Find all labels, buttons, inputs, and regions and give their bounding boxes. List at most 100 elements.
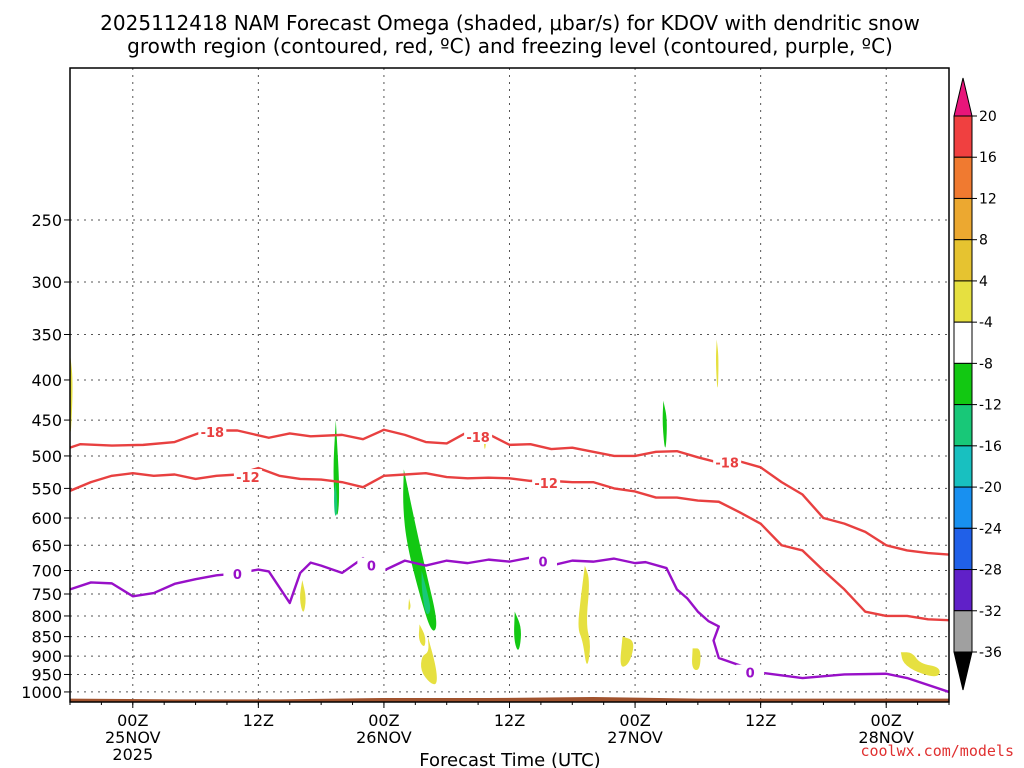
colorbar-label: -32 (979, 604, 1002, 620)
colorbar-bin (953, 115, 973, 158)
x-tick-label: 00Z (117, 711, 148, 730)
omega-shaded-area (403, 469, 437, 631)
y-tick-label: 800 (31, 607, 62, 626)
contour-label-bg (223, 565, 252, 581)
colorbar-label: -28 (979, 563, 1002, 579)
colorbar-top-arrow (953, 77, 973, 117)
y-tick-label: 900 (31, 647, 62, 666)
y-tick-label: 500 (31, 447, 62, 466)
contour-label: -18 (466, 431, 490, 446)
x-tick-label: 00Z (368, 711, 399, 730)
colorbar-label: -12 (979, 398, 1002, 414)
omega-shaded-area (421, 570, 431, 615)
contour-label: 0 (233, 568, 242, 583)
colorbar-label: -4 (979, 315, 993, 331)
x-tick-label: 27NOV (607, 728, 663, 747)
omega-shaded-area (662, 400, 667, 448)
chart-title-line1: 2025112418 NAM Forecast Omega (shaded, μ… (100, 11, 920, 35)
y-axis-ticks: 2503003504004505005506006507007508008509… (21, 211, 70, 702)
contour-label: -18 (201, 426, 225, 441)
colorbar-label: 4 (979, 274, 988, 290)
omega-shaded-area (418, 624, 426, 647)
contour-label-bg (528, 553, 557, 569)
colorbar-label: -24 (979, 521, 1002, 537)
colorbar-label: 12 (979, 191, 997, 207)
colorbar-bin (953, 321, 973, 364)
omega-shaded-area (692, 648, 701, 671)
chart-title-line2: growth region (contoured, red, ºC) and f… (127, 34, 893, 58)
x-tick-label: 12Z (494, 711, 525, 730)
contour-label-bg (532, 474, 561, 490)
y-tick-label: 700 (31, 561, 62, 580)
x-tick-label: 26NOV (356, 728, 412, 747)
omega-shaded-area (300, 580, 306, 612)
omega-shaded-area (578, 565, 590, 664)
colorbar-bin (953, 156, 973, 199)
x-axis-label: Forecast Time (UTC) (419, 750, 600, 768)
y-tick-label: 400 (31, 371, 62, 390)
contour-label-bg (713, 454, 742, 470)
contour-line--12 (70, 466, 949, 622)
x-tick-label: 2025 (112, 745, 153, 764)
y-tick-label: 950 (31, 665, 62, 684)
contour-label: 0 (538, 556, 547, 571)
contour-label-bg (233, 469, 262, 485)
omega-shaded-area (715, 339, 719, 388)
contour-label: -18 (715, 457, 739, 472)
colorbar-label: -16 (979, 439, 1002, 455)
colorbar-label: -20 (979, 480, 1002, 496)
colorbar-label: -8 (979, 356, 993, 372)
x-tick-label: 00Z (619, 711, 650, 730)
colorbar-bin (953, 404, 973, 447)
contour-label: -12 (534, 477, 558, 492)
colorbar-bin (953, 569, 973, 612)
y-tick-label: 850 (31, 628, 62, 647)
contour-label-bg (736, 664, 765, 680)
contour-label-bg (198, 423, 227, 439)
omega-shaded-area (408, 598, 411, 611)
colorbar-bin (953, 280, 973, 323)
colorbar-bottom-arrow (953, 651, 973, 691)
colorbar-label: 16 (979, 150, 997, 166)
omega-shaded-area (421, 636, 437, 685)
omega-shaded-area (900, 652, 940, 677)
y-tick-label: 450 (31, 411, 62, 430)
colorbar-bin (953, 445, 973, 488)
colorbar-label: -36 (979, 645, 1002, 661)
x-tick-label: 00Z (871, 711, 902, 730)
contour-label-bg (357, 557, 386, 573)
contour-line--18 (70, 428, 949, 556)
colorbar-bin (953, 527, 973, 571)
contour-label-bg (464, 429, 493, 445)
grid-lines (70, 68, 949, 702)
x-tick-label: 12Z (243, 711, 274, 730)
omega-shaded-area (620, 636, 634, 667)
omega-shading (70, 339, 940, 685)
colorbar: 20 16 12 8 4 -4 -8 -12 -16 -20 -24 -28 -32 -36 (953, 77, 1002, 691)
colorbar-label: 8 (979, 233, 988, 249)
colorbar-label: 20 (979, 109, 997, 125)
colorbar-bin (953, 610, 973, 653)
y-tick-label: 300 (31, 273, 62, 292)
y-tick-label: 600 (31, 509, 62, 528)
y-tick-label: 550 (31, 479, 62, 498)
contour-label: 0 (367, 560, 376, 575)
y-tick-label: 1000 (21, 683, 62, 702)
credit-text[interactable]: coolwx.com/models (860, 742, 1014, 760)
terrain-fill (70, 697, 949, 702)
colorbar-bin (953, 197, 973, 241)
contour-label: -12 (236, 471, 260, 486)
x-tick-label: 12Z (745, 711, 776, 730)
x-tick-label: 28NOV (858, 728, 914, 747)
omega-shaded-area (514, 611, 521, 650)
colorbar-bin (953, 239, 973, 282)
y-tick-label: 750 (31, 585, 62, 604)
contour-label: 0 (746, 667, 755, 682)
y-tick-label: 250 (31, 211, 62, 230)
contour-labels: -18 -18 -18 -12 -12 0 0 0 0 (198, 423, 765, 682)
colorbar-bin (953, 362, 973, 406)
terrain-ground (70, 697, 949, 702)
colorbar-bin (953, 486, 973, 529)
